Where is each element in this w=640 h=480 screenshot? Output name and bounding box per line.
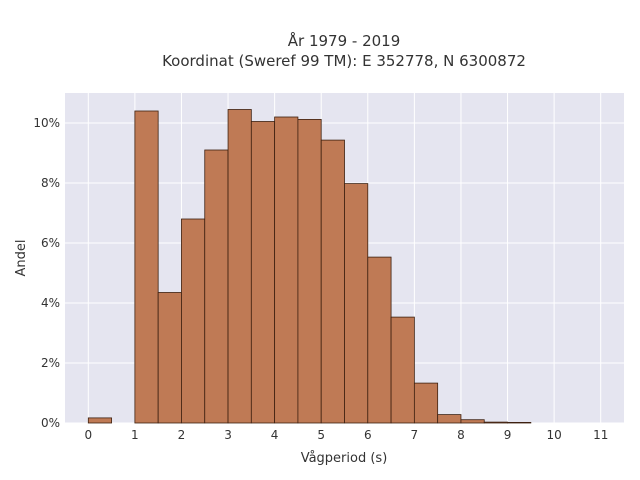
x-tick-label: 10 [546, 428, 561, 442]
chart-title-line-1: År 1979 - 2019 [288, 31, 401, 50]
y-tick-label: 0% [41, 416, 60, 430]
chart-title-line-2: Koordinat (Sweref 99 TM): E 352778, N 63… [162, 52, 526, 70]
y-tick-label: 4% [41, 296, 60, 310]
histogram-bar [507, 421, 532, 424]
histogram-bar [250, 121, 276, 424]
y-tick-label: 6% [41, 236, 60, 250]
y-axis-title: Andel [14, 240, 29, 277]
x-tick-label: 2 [178, 428, 186, 442]
x-tick-label: 4 [271, 428, 279, 442]
histogram-bar [413, 382, 439, 424]
x-axis-ticks: 0 1 2 3 4 5 6 7 8 9 10 11 [84, 428, 608, 442]
histogram-bar [344, 183, 369, 424]
histogram-bar [437, 414, 462, 424]
x-tick-label: 5 [317, 428, 325, 442]
x-tick-label: 8 [457, 428, 465, 442]
histogram-bar [390, 316, 415, 424]
histogram-bar [460, 419, 485, 424]
x-tick-label: 3 [224, 428, 232, 442]
x-tick-label: 11 [593, 428, 608, 442]
histogram-bar [181, 218, 206, 424]
histogram-bar [87, 417, 112, 424]
x-tick-label: 0 [84, 428, 92, 442]
x-tick-label: 1 [131, 428, 139, 442]
histogram-bar [157, 292, 182, 424]
y-tick-label: 2% [41, 356, 60, 370]
y-tick-label: 8% [41, 176, 60, 190]
histogram-bar [227, 109, 252, 424]
x-tick-label: 6 [364, 428, 372, 442]
x-tick-label: 9 [504, 428, 512, 442]
x-tick-label: 7 [411, 428, 419, 442]
histogram-bar [367, 256, 392, 424]
histogram-bar [134, 110, 159, 424]
y-tick-label: 10% [33, 116, 60, 130]
y-axis-ticks: 0% 2% 4% 6% 8% 10% [33, 116, 60, 430]
histogram-bar [204, 149, 229, 424]
histogram-bar [320, 139, 345, 424]
x-axis-title: Vågperiod (s) [301, 451, 388, 466]
histogram-bar [297, 119, 322, 424]
histogram-bar [274, 116, 299, 424]
histogram-bar [483, 421, 508, 424]
bars [87, 109, 532, 424]
